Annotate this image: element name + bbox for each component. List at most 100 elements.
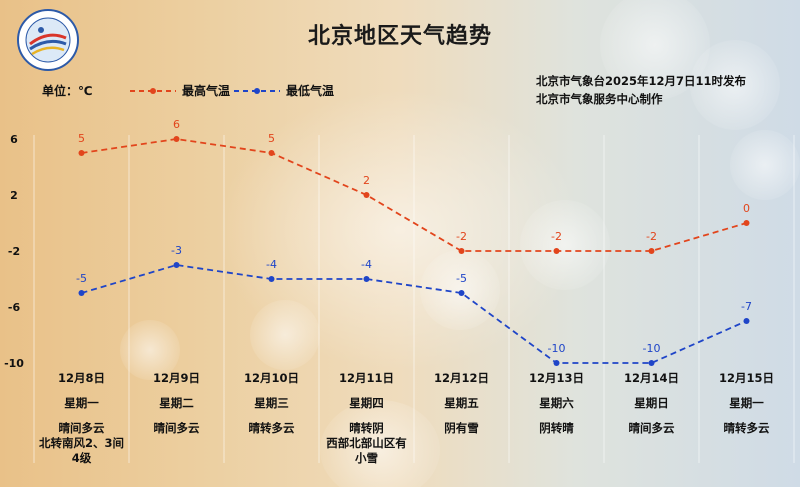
- data-label-high: 2: [363, 174, 370, 187]
- data-point-high: [553, 248, 560, 254]
- data-point-low: [743, 318, 750, 324]
- data-label-high: -2: [646, 230, 657, 243]
- data-label-high: 6: [173, 118, 180, 131]
- day-weather: 晴转阴 西部北部山区有 小雪: [319, 421, 414, 466]
- day-weekday: 星期四: [349, 396, 384, 410]
- day-date: 12月13日: [528, 371, 584, 385]
- day-column: 12月9日星期二晴间多云: [129, 371, 224, 436]
- day-weather: 晴转多云: [224, 421, 319, 436]
- data-label-low: -5: [456, 272, 467, 285]
- legend-item-low: 最低气温: [234, 82, 334, 99]
- day-column: 12月15日 星期一晴转多云: [699, 371, 794, 436]
- bokeh-decoration: [320, 400, 440, 487]
- bokeh-decoration: [420, 250, 500, 330]
- data-label-high: 5: [78, 132, 85, 145]
- day-weather: 晴间多云: [129, 421, 224, 436]
- weather-line: 小雪: [355, 451, 378, 465]
- weather-line: 晴间多云: [628, 421, 675, 435]
- day-weekday: 星期一: [729, 396, 764, 410]
- day-date: 12月11日: [338, 371, 394, 385]
- day-weekday: 星期日: [634, 396, 669, 410]
- day-date: 12月8日: [57, 371, 105, 385]
- day-weather: 晴间多云 北转南风2、3间 4级: [34, 421, 129, 466]
- series-line-low: [81, 264, 747, 364]
- day-weather: 晴间多云: [604, 421, 699, 436]
- data-label-high: -2: [456, 230, 467, 243]
- legend-label-high: 最高气温: [182, 84, 231, 98]
- data-label-low: -5: [76, 272, 87, 285]
- day-date: 12月9日: [152, 371, 200, 385]
- weather-line: 晴转多云: [248, 421, 295, 435]
- series-line-high: [81, 138, 747, 252]
- day-weather: 阴转晴: [509, 421, 604, 436]
- data-point-low: [458, 290, 465, 296]
- bokeh-decoration: [520, 200, 610, 290]
- data-point-low: [363, 276, 370, 282]
- data-point-high: [173, 136, 180, 142]
- data-point-low: [553, 360, 560, 366]
- data-label-low: -4: [361, 258, 372, 271]
- weather-line: 晴转多云: [723, 421, 770, 435]
- weather-line: 晴间多云: [153, 421, 200, 435]
- data-point-high: [363, 192, 370, 198]
- y-tick-label: 6: [10, 133, 18, 146]
- day-weather: 阴有雪: [414, 421, 509, 436]
- data-point-low: [173, 262, 180, 268]
- y-tick-label: -10: [4, 357, 24, 370]
- data-point-low: [648, 360, 655, 366]
- y-tick-label: -2: [8, 245, 20, 258]
- day-weekday: 星期一: [64, 396, 99, 410]
- data-point-high: [648, 248, 655, 254]
- y-tick-label: -6: [8, 301, 21, 314]
- data-point-high: [743, 220, 750, 226]
- data-label-high: -2: [551, 230, 562, 243]
- bokeh-decoration: [120, 320, 180, 380]
- page-title: 北京地区天气趋势: [307, 24, 492, 49]
- day-weather: 晴转多云: [699, 421, 794, 436]
- publisher-info: 北京市气象台2025年12月7日11时发布 北京市气象服务中心制作: [536, 72, 746, 108]
- data-point-low: [78, 290, 85, 296]
- legend-line-low-icon: [234, 87, 280, 94]
- weather-line: 晴转阴: [349, 421, 384, 435]
- data-point-high: [78, 150, 85, 156]
- unit-label: 单位：℃: [42, 84, 93, 98]
- data-point-high: [458, 248, 465, 254]
- day-column: 12月11日 星期四晴转阴 西部北部山区有 小雪: [319, 371, 414, 466]
- data-label-low: -10: [548, 342, 566, 355]
- data-label-low: -10: [643, 342, 661, 355]
- legend-label-low: 最低气温: [286, 84, 335, 98]
- y-tick-label: 2: [10, 189, 18, 202]
- day-weekday: 星期五: [444, 396, 479, 410]
- weather-line: 西部北部山区有: [326, 436, 407, 450]
- data-label-high: 5: [268, 132, 275, 145]
- data-point-high: [268, 150, 275, 156]
- publisher-line: 北京市气象台2025年12月7日11时发布: [536, 74, 747, 88]
- day-weekday: 星期六: [539, 396, 574, 410]
- day-weekday: 星期三: [254, 396, 289, 410]
- day-column: 12月13日 星期六阴转晴: [509, 371, 604, 436]
- data-label-high: 0: [743, 202, 750, 215]
- weather-line: 4级: [71, 451, 92, 465]
- day-date: 12月12日: [433, 371, 489, 385]
- data-label-low: -7: [741, 300, 752, 313]
- weather-line: 北转南风2、3间: [38, 436, 124, 450]
- day-weekday: 星期二: [159, 396, 194, 410]
- day-date: 12月14日: [623, 371, 679, 385]
- data-label-low: -3: [171, 244, 182, 257]
- day-date: 12月10日: [243, 371, 299, 385]
- bokeh-decoration: [730, 130, 800, 200]
- meteorological-service-logo: [17, 9, 79, 71]
- day-column: 12月10日 星期三晴转多云: [224, 371, 319, 436]
- weather-line: 阴有雪: [444, 421, 479, 435]
- weather-line: 阴转晴: [539, 421, 574, 435]
- day-column: 12月12日 星期五阴有雪: [414, 371, 509, 436]
- bokeh-decoration: [250, 300, 320, 370]
- data-point-low: [268, 276, 275, 282]
- legend-line-high-icon: [130, 87, 176, 94]
- day-column: 12月14日 星期日晴间多云: [604, 371, 699, 436]
- data-label-low: -4: [266, 258, 277, 271]
- day-date: 12月15日: [718, 371, 774, 385]
- publisher-line: 北京市气象服务中心制作: [536, 92, 663, 106]
